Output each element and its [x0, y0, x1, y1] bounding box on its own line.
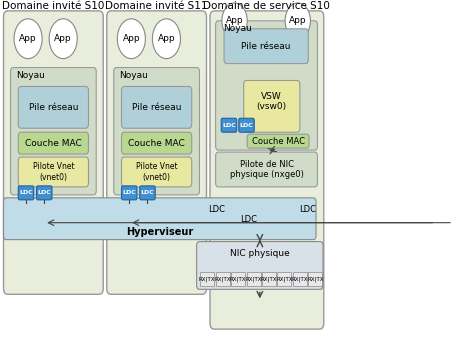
- Circle shape: [14, 19, 42, 59]
- Circle shape: [222, 3, 247, 39]
- Text: Pilote Vnet
(vnet0): Pilote Vnet (vnet0): [33, 162, 74, 182]
- Text: LDC: LDC: [240, 215, 257, 224]
- Bar: [308, 273, 322, 286]
- FancyBboxPatch shape: [122, 132, 192, 154]
- FancyBboxPatch shape: [4, 198, 316, 240]
- Bar: [262, 273, 276, 286]
- Text: Pile réseau: Pile réseau: [132, 103, 181, 112]
- FancyBboxPatch shape: [244, 81, 300, 132]
- FancyBboxPatch shape: [11, 68, 96, 195]
- Text: App: App: [123, 34, 140, 43]
- FancyBboxPatch shape: [18, 157, 89, 187]
- Text: VSW
(vsw0): VSW (vsw0): [257, 92, 287, 111]
- Text: LDC: LDC: [123, 190, 136, 195]
- Text: Domaine invité S11: Domaine invité S11: [105, 1, 208, 11]
- FancyBboxPatch shape: [107, 11, 206, 294]
- FancyBboxPatch shape: [114, 68, 199, 195]
- Circle shape: [49, 19, 77, 59]
- Text: RX|TX: RX|TX: [199, 277, 215, 282]
- Text: LDC: LDC: [240, 123, 254, 128]
- FancyBboxPatch shape: [36, 186, 52, 200]
- FancyBboxPatch shape: [122, 87, 192, 128]
- Text: LDC: LDC: [208, 205, 225, 214]
- Bar: [277, 273, 291, 286]
- Circle shape: [117, 19, 145, 59]
- FancyBboxPatch shape: [224, 29, 308, 64]
- Text: LDC: LDC: [141, 190, 154, 195]
- FancyBboxPatch shape: [216, 21, 317, 150]
- Text: Pilote de NIC
physique (nxge0): Pilote de NIC physique (nxge0): [230, 160, 303, 179]
- Bar: [200, 273, 214, 286]
- Text: Pile réseau: Pile réseau: [28, 103, 78, 112]
- Text: App: App: [19, 34, 37, 43]
- Text: RX|TX: RX|TX: [261, 277, 277, 282]
- Bar: [293, 273, 307, 286]
- Circle shape: [152, 19, 180, 59]
- Text: Pilote Vnet
(vnet0): Pilote Vnet (vnet0): [136, 162, 178, 182]
- Text: RX|TX: RX|TX: [230, 277, 247, 282]
- Text: App: App: [158, 34, 175, 43]
- Bar: [216, 273, 230, 286]
- Text: Noyau: Noyau: [119, 71, 148, 80]
- FancyBboxPatch shape: [216, 152, 317, 187]
- Text: RX|TX: RX|TX: [292, 277, 308, 282]
- Text: Noyau: Noyau: [223, 24, 252, 33]
- Bar: [247, 273, 260, 286]
- FancyBboxPatch shape: [18, 186, 34, 200]
- Text: App: App: [55, 34, 72, 43]
- Text: Domaine de service S10: Domaine de service S10: [204, 1, 330, 11]
- FancyBboxPatch shape: [221, 118, 237, 132]
- Circle shape: [285, 3, 310, 39]
- FancyBboxPatch shape: [4, 11, 103, 294]
- FancyBboxPatch shape: [18, 132, 89, 154]
- Text: RX|TX: RX|TX: [245, 277, 262, 282]
- FancyBboxPatch shape: [197, 242, 323, 289]
- Text: LDC: LDC: [37, 190, 51, 195]
- FancyBboxPatch shape: [239, 118, 254, 132]
- Text: Noyau: Noyau: [16, 71, 45, 80]
- FancyBboxPatch shape: [122, 186, 137, 200]
- Text: RX|TX: RX|TX: [276, 277, 293, 282]
- FancyBboxPatch shape: [140, 186, 155, 200]
- Text: LDC: LDC: [222, 123, 236, 128]
- Text: Couche MAC: Couche MAC: [25, 139, 82, 148]
- Text: RX|TX: RX|TX: [307, 277, 323, 282]
- Text: Couche MAC: Couche MAC: [128, 139, 185, 148]
- FancyBboxPatch shape: [122, 157, 192, 187]
- Text: RX|TX: RX|TX: [214, 277, 231, 282]
- Bar: [231, 273, 245, 286]
- Text: Couche MAC: Couche MAC: [252, 137, 305, 146]
- Text: App: App: [289, 16, 307, 25]
- Text: Hyperviseur: Hyperviseur: [126, 227, 193, 237]
- FancyBboxPatch shape: [18, 87, 89, 128]
- Text: Pile réseau: Pile réseau: [241, 42, 291, 51]
- Text: Domaine invité S10: Domaine invité S10: [2, 1, 104, 11]
- Text: LDC: LDC: [299, 205, 316, 214]
- FancyBboxPatch shape: [210, 11, 324, 329]
- FancyBboxPatch shape: [247, 134, 309, 148]
- Text: App: App: [226, 16, 243, 25]
- Text: NIC physique: NIC physique: [230, 249, 290, 258]
- Text: LDC: LDC: [19, 190, 33, 195]
